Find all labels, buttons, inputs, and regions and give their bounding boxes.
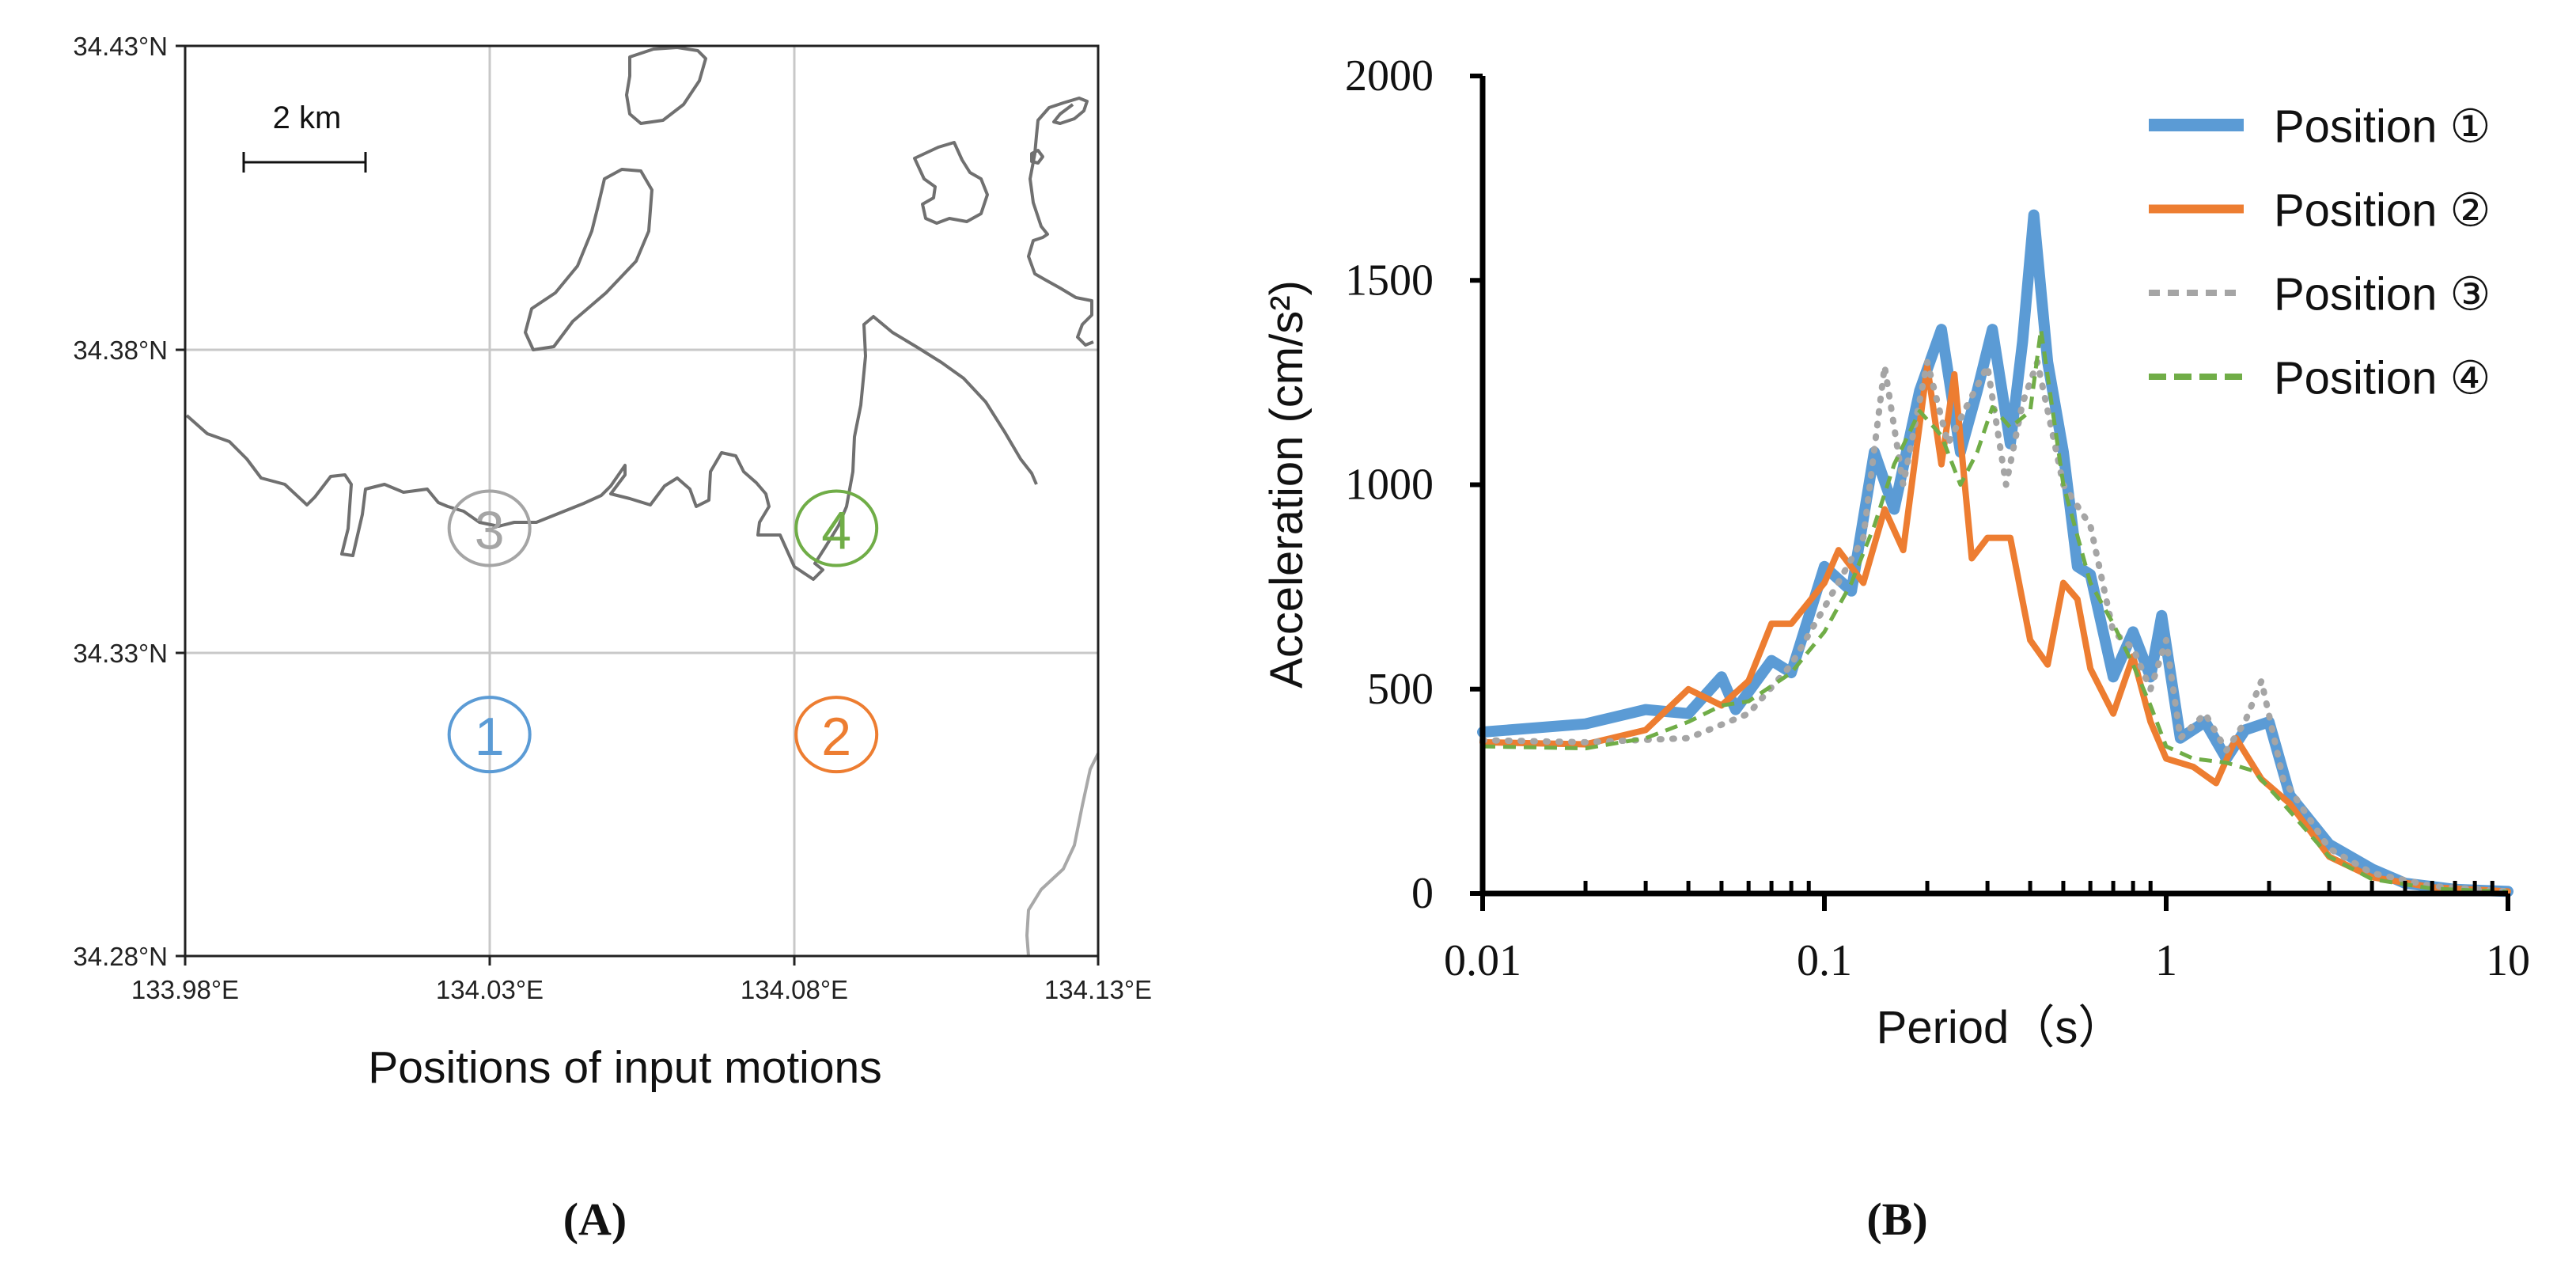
island-a bbox=[625, 46, 707, 125]
lon-label: 134.13°E bbox=[1044, 975, 1152, 1004]
series-line-position-2 bbox=[1479, 362, 2511, 895]
marker-label-3: 3 bbox=[475, 501, 505, 561]
marker-circle-4 bbox=[794, 489, 879, 567]
legend-label-position-1: Position ① bbox=[2274, 101, 2491, 153]
y-axis-title: Acceleration (cm/s²) bbox=[1261, 280, 1313, 689]
map-frame bbox=[184, 44, 1100, 958]
series-line-position-3 bbox=[1479, 359, 2511, 895]
lon-label: 133.98°E bbox=[131, 975, 239, 1004]
y-tick-label: 1000 bbox=[1345, 461, 1434, 510]
series-line-position-1 bbox=[1477, 209, 2513, 897]
legend-label-position-2: Position ② bbox=[2274, 185, 2491, 237]
position-marker-3: 3 bbox=[447, 489, 532, 567]
position-marker-4: 4 bbox=[794, 489, 879, 567]
position-markers: 1 2 3 4 bbox=[447, 489, 879, 774]
lon-label: 134.03°E bbox=[436, 975, 544, 1004]
y-tick-label: 500 bbox=[1367, 665, 1434, 714]
legend-label-position-3: Position ③ bbox=[2274, 269, 2491, 321]
map-caption: Positions of input motions bbox=[368, 1042, 882, 1093]
x-tick-label: 0.1 bbox=[1797, 936, 1852, 985]
coastline-mainland bbox=[185, 315, 1038, 581]
scale-bar-label: 2 km bbox=[273, 101, 342, 135]
x-tick-label: 10 bbox=[2486, 936, 2530, 985]
island-c bbox=[913, 141, 989, 225]
x-axis-ticks bbox=[1480, 881, 2510, 911]
panel-label-b: (B) bbox=[1866, 1193, 1927, 1245]
series-line-position-4 bbox=[1482, 327, 2509, 894]
y-tick-label: 2000 bbox=[1345, 51, 1434, 101]
x-tick-label: 0.01 bbox=[1444, 936, 1521, 985]
chart-series-lines bbox=[1477, 209, 2513, 897]
position-marker-1: 1 bbox=[447, 696, 532, 774]
y-tick-label: 1500 bbox=[1345, 256, 1434, 305]
coastline-southeast bbox=[1025, 753, 1100, 957]
lat-labels: 34.43°N 34.38°N 34.33°N 34.28°N bbox=[73, 32, 168, 971]
position-marker-2: 2 bbox=[794, 696, 879, 774]
lat-label: 34.33°N bbox=[73, 639, 168, 668]
legend-label-position-4: Position ④ bbox=[2274, 353, 2491, 404]
x-axis-title: Period（s） bbox=[1877, 1002, 2124, 1053]
map-grid bbox=[185, 46, 1098, 956]
lon-label: 134.08°E bbox=[741, 975, 848, 1004]
lat-label: 34.43°N bbox=[73, 32, 168, 61]
island-d bbox=[1030, 149, 1044, 165]
y-tick-labels: 0 500 1000 1500 2000 bbox=[1345, 51, 1434, 918]
map-panel: 34.43°N 34.38°N 34.33°N 34.28°N 133.98°E… bbox=[73, 32, 1152, 1245]
panel-label-a: (A) bbox=[563, 1193, 627, 1245]
chart-legend: Position ① Position ② Position ③ Positio… bbox=[2149, 101, 2491, 404]
scale-bar: 2 km bbox=[242, 101, 367, 173]
x-tick-labels: 0.01 0.1 1 10 bbox=[1444, 936, 2530, 985]
marker-label-2: 2 bbox=[821, 707, 851, 767]
y-tick-label: 0 bbox=[1411, 869, 1434, 918]
island-b bbox=[524, 168, 653, 351]
marker-circle-3 bbox=[447, 489, 532, 567]
lat-label: 34.28°N bbox=[73, 942, 168, 971]
marker-circle-2 bbox=[794, 696, 879, 774]
lat-label: 34.38°N bbox=[73, 336, 168, 365]
lon-labels: 133.98°E 134.03°E 134.08°E 134.13°E bbox=[131, 975, 1152, 1004]
x-tick-label: 1 bbox=[2155, 936, 2177, 985]
coastline-east bbox=[1027, 97, 1094, 347]
marker-circle-1 bbox=[447, 696, 532, 774]
coastlines bbox=[185, 46, 1100, 957]
marker-label-1: 1 bbox=[475, 707, 505, 767]
map-ticks bbox=[176, 44, 1100, 966]
chart-panel: 0 500 1000 1500 2000 0.01 0.1 1 10 Perio… bbox=[1261, 51, 2530, 1245]
marker-label-4: 4 bbox=[821, 501, 851, 561]
